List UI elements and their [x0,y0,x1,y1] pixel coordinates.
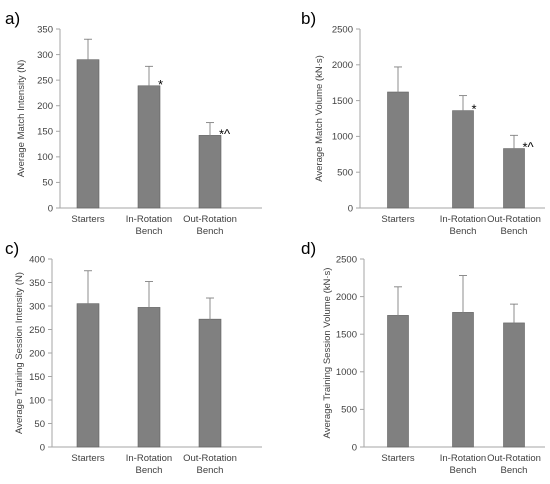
y-tick-label: 50 [42,178,53,189]
y-tick-label: 350 [37,24,53,35]
y-tick-label: 1500 [336,330,357,341]
x-category-label: Starters [381,453,415,464]
x-category-label: Out-Rotation [183,214,237,225]
x-category-label: Starters [71,453,105,464]
y-tick-label: 300 [37,50,53,61]
y-tick-label: 200 [37,101,53,112]
y-tick-label: 0 [40,442,45,453]
y-tick-label: 0 [352,442,357,453]
y-tick-label: 2500 [336,254,357,265]
y-tick-label: 150 [29,372,45,383]
y-tick-label: 100 [29,395,45,406]
x-category-label: Out-Rotation [487,214,541,225]
x-category-label: Bench [136,226,163,237]
significance-annotation: *^ [523,140,535,155]
y-axis-label: Average Training Session Intensity (N) [14,272,25,434]
x-category-label: Bench [501,465,528,476]
y-axis-label: Average Match Volume (kN·s) [314,55,325,182]
panel-label: b) [301,9,316,28]
y-tick-label: 0 [348,203,353,214]
chart-panel-2: b) 0 500 1000 1500 2000 2500 Average Match Volu… [301,9,545,237]
panel-label: d) [301,239,316,258]
y-tick-label: 1000 [332,132,353,143]
y-tick-label: 500 [337,168,353,179]
y-tick-label: 1000 [336,367,357,378]
y-tick-label: 400 [29,254,45,265]
y-tick-label: 350 [29,278,45,289]
x-category-label: Bench [197,465,224,476]
x-category-label: Starters [71,214,105,225]
y-tick-label: 150 [37,127,53,138]
x-category-label: In-Rotation [440,453,486,464]
y-axis-label: Average Training Session Volume (kN·s) [322,268,333,439]
y-tick-label: 200 [29,348,45,359]
chart-panel-1: a) 0 50 100 150 200 250 300 350 Average Match Int… [5,9,262,237]
chart-panel-3: c) 0 50 100 150 200 250 300 350 400 Average Traini… [5,239,262,476]
y-axis-label: Average Match Intensity (N) [16,60,27,178]
significance-annotation: * [472,102,477,117]
x-category-label: In-Rotation [126,214,172,225]
panel-label: c) [5,239,19,258]
y-tick-label: 0 [48,203,53,214]
y-tick-label: 2500 [332,24,353,35]
y-tick-label: 50 [34,419,45,430]
y-tick-label: 500 [341,405,357,416]
x-category-label: Bench [136,465,163,476]
significance-annotation: * [158,77,163,92]
y-tick-label: 300 [29,301,45,312]
x-category-label: Out-Rotation [487,453,541,464]
x-category-label: In-Rotation [126,453,172,464]
x-category-label: Bench [501,226,528,237]
x-category-label: Starters [381,214,415,225]
x-category-label: In-Rotation [440,214,486,225]
bar-1 [76,59,100,209]
x-category-label: Out-Rotation [183,453,237,464]
panel-label: a) [5,9,20,28]
y-tick-label: 250 [29,325,45,336]
y-tick-label: 100 [37,152,53,163]
y-tick-label: 2000 [332,60,353,71]
x-category-label: Bench [197,226,224,237]
y-tick-label: 2000 [336,292,357,303]
x-category-label: Bench [450,465,477,476]
y-tick-label: 1500 [332,96,353,107]
x-category-label: Bench [450,226,477,237]
significance-annotation: *^ [219,126,231,141]
y-tick-label: 250 [37,75,53,86]
